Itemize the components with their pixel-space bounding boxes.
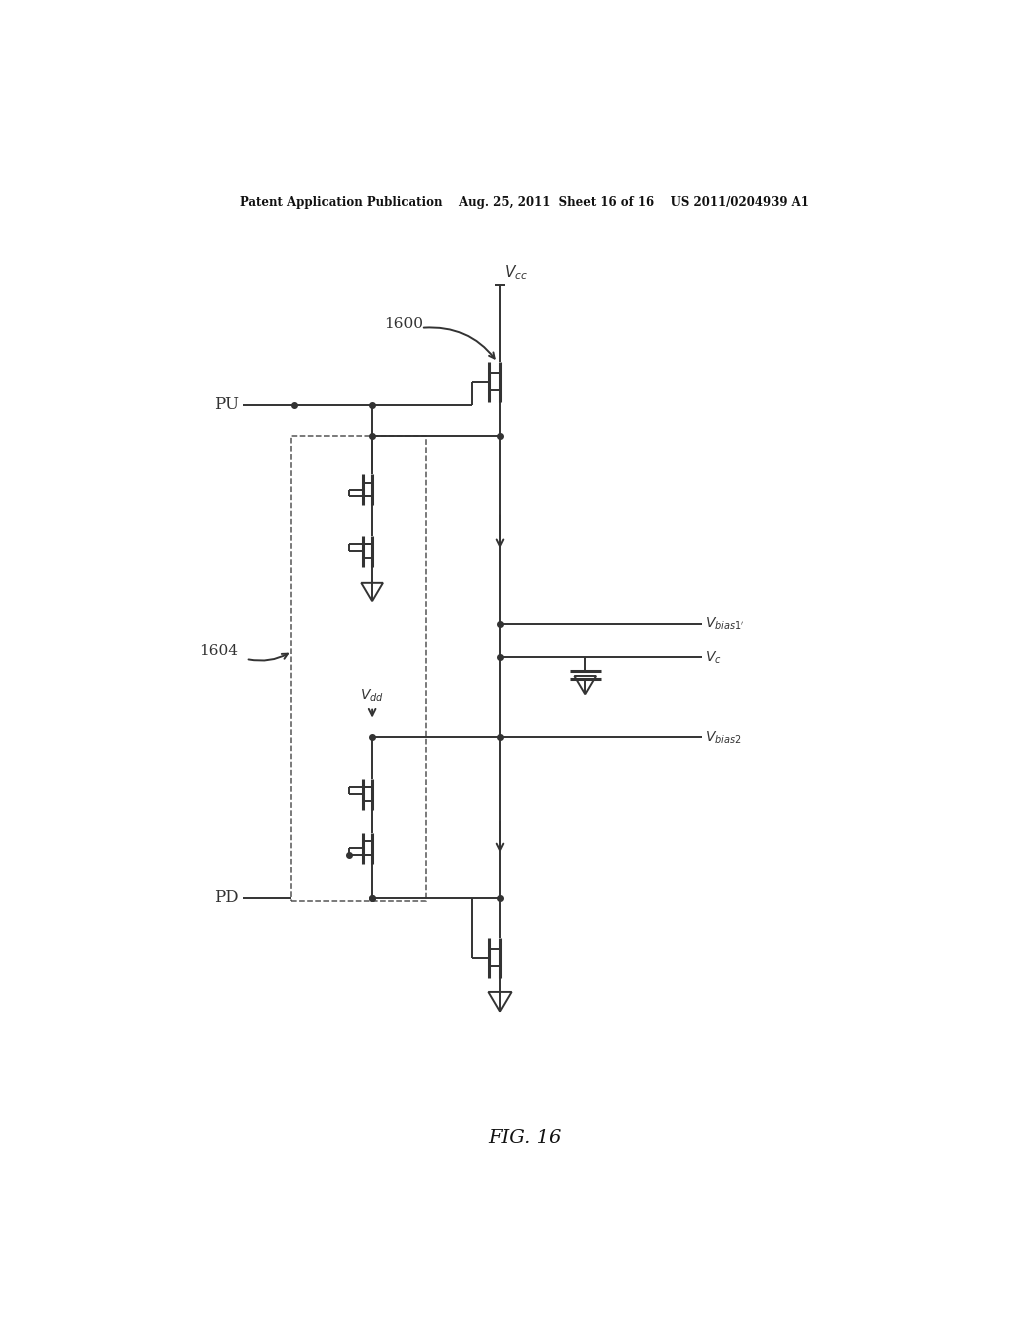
Text: $V_{bias2}$: $V_{bias2}$ <box>706 729 742 746</box>
Text: Patent Application Publication    Aug. 25, 2011  Sheet 16 of 16    US 2011/02049: Patent Application Publication Aug. 25, … <box>241 195 809 209</box>
Text: $V_{cc}$: $V_{cc}$ <box>504 264 528 282</box>
Text: PD: PD <box>214 890 239 906</box>
Text: $V_c$: $V_c$ <box>706 649 722 665</box>
Text: $V_{bias1'}$: $V_{bias1'}$ <box>706 616 744 632</box>
Text: $V_{dd}$: $V_{dd}$ <box>360 688 384 704</box>
Text: 1604: 1604 <box>199 644 238 659</box>
Text: 1600: 1600 <box>384 317 423 331</box>
Text: PU: PU <box>214 396 239 413</box>
Text: FIG. 16: FIG. 16 <box>488 1129 561 1147</box>
Bar <box>291 436 426 902</box>
